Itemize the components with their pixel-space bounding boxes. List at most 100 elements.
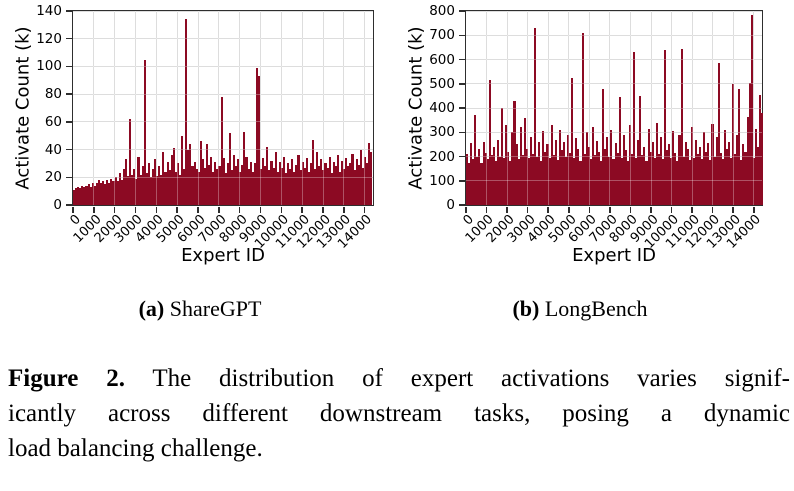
bar-series	[466, 11, 763, 205]
bar	[262, 157, 265, 205]
bar	[239, 171, 242, 205]
bar	[478, 149, 481, 205]
bar	[659, 137, 662, 205]
x-axis-label: Expert ID	[181, 245, 265, 266]
y-tick-label: 0	[53, 197, 62, 213]
bar	[589, 158, 592, 205]
bar	[284, 173, 288, 205]
bar	[519, 127, 522, 205]
bar	[631, 154, 634, 205]
bar	[577, 149, 580, 205]
bar	[73, 189, 76, 205]
gridline-vertical	[93, 11, 95, 205]
bar	[370, 152, 373, 205]
bar	[604, 149, 607, 205]
gridline-vertical	[135, 11, 136, 205]
x-tick-mark	[588, 206, 591, 213]
bar	[511, 132, 514, 205]
bar	[756, 146, 759, 205]
bar	[715, 137, 718, 205]
bar	[147, 163, 150, 205]
bar	[235, 166, 238, 205]
x-tick-mark	[609, 206, 611, 213]
bar	[620, 157, 623, 205]
bar	[289, 168, 292, 205]
bar	[278, 162, 281, 205]
bar	[199, 141, 202, 205]
bar	[484, 152, 487, 205]
bar	[185, 19, 188, 205]
bar	[318, 166, 321, 205]
x-tick-mark	[711, 206, 714, 213]
bar	[532, 154, 535, 205]
bar	[266, 146, 269, 205]
bar	[149, 177, 152, 205]
subcaption-b-text: LongBench	[544, 296, 648, 321]
bar	[87, 184, 90, 205]
bar	[293, 171, 296, 205]
bar	[297, 155, 300, 205]
bar	[216, 168, 219, 205]
bar	[703, 132, 706, 205]
bar	[752, 157, 755, 205]
bar	[95, 182, 98, 205]
bar	[602, 88, 605, 205]
x-tick-mark	[197, 206, 199, 213]
bar-series	[73, 11, 373, 205]
bar	[77, 187, 80, 205]
gridline-vertical	[197, 11, 199, 205]
bar	[466, 154, 469, 205]
bar	[616, 152, 619, 205]
x-tick-mark	[629, 206, 632, 213]
bar	[587, 146, 590, 205]
bar	[108, 182, 111, 205]
bar	[206, 144, 209, 205]
bar	[301, 162, 304, 205]
bar	[170, 155, 173, 205]
gridline-vertical	[218, 11, 220, 205]
bar	[102, 181, 105, 205]
x-tick-mark	[485, 206, 488, 213]
bar	[560, 150, 563, 205]
bar	[688, 160, 691, 205]
bar	[536, 156, 539, 205]
bar	[494, 161, 497, 205]
bar	[558, 129, 561, 205]
bar	[492, 146, 495, 205]
bar	[336, 155, 339, 205]
x-tick-mark	[506, 206, 508, 213]
y-tick-label: 20	[44, 169, 62, 186]
bar	[168, 170, 171, 205]
bar	[742, 144, 745, 205]
bar	[637, 139, 640, 205]
bar	[600, 161, 603, 205]
bar	[750, 14, 753, 205]
bar	[81, 185, 84, 205]
y-tick-label: 100	[36, 58, 62, 75]
bar	[287, 163, 290, 205]
bar	[303, 167, 306, 205]
y-tick-label: 200	[429, 148, 455, 165]
bar	[330, 173, 333, 205]
bar	[725, 149, 728, 205]
y-tick-mark	[65, 148, 72, 151]
bar	[622, 134, 625, 205]
gridline-vertical	[176, 11, 178, 205]
gridline-horizontal	[466, 83, 762, 85]
bar	[606, 137, 609, 205]
bar	[565, 156, 568, 205]
bar	[100, 182, 103, 205]
bar	[89, 187, 92, 205]
bar	[334, 166, 337, 205]
bar	[509, 161, 512, 205]
bar	[127, 175, 130, 205]
x-axis-label: Expert ID	[572, 245, 656, 266]
bar	[309, 163, 312, 205]
gridline-horizontal	[73, 65, 373, 67]
bar	[332, 162, 335, 205]
y-tick-label: 700	[429, 27, 455, 44]
bar	[353, 170, 356, 205]
bar	[324, 163, 327, 205]
bar	[682, 156, 685, 205]
bar	[573, 157, 576, 205]
